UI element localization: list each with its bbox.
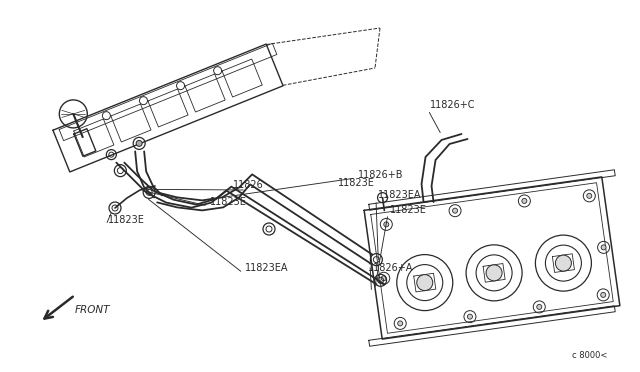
Text: 11823EA: 11823EA: [245, 263, 289, 273]
Text: 11826+A: 11826+A: [368, 263, 413, 273]
Text: 11826+B: 11826+B: [358, 170, 403, 180]
Text: 11823EA: 11823EA: [378, 190, 422, 200]
Circle shape: [601, 292, 605, 297]
Text: c 8000<: c 8000<: [572, 350, 607, 359]
Circle shape: [522, 198, 527, 203]
Circle shape: [601, 245, 606, 250]
Circle shape: [486, 265, 502, 281]
Text: 11826: 11826: [232, 180, 264, 190]
Circle shape: [397, 321, 403, 326]
Text: 11823E: 11823E: [210, 197, 247, 207]
Text: 11823E: 11823E: [390, 205, 427, 215]
Circle shape: [136, 140, 142, 147]
Text: 11823E: 11823E: [108, 215, 145, 225]
Circle shape: [384, 222, 388, 227]
Text: FRONT: FRONT: [75, 305, 111, 315]
Circle shape: [556, 255, 572, 271]
Text: 11823E: 11823E: [338, 178, 375, 188]
Circle shape: [417, 275, 433, 291]
Text: 11826+C: 11826+C: [430, 100, 476, 110]
Circle shape: [537, 304, 542, 310]
Circle shape: [381, 276, 387, 281]
Circle shape: [587, 193, 592, 198]
Circle shape: [452, 208, 458, 213]
Circle shape: [467, 314, 472, 319]
